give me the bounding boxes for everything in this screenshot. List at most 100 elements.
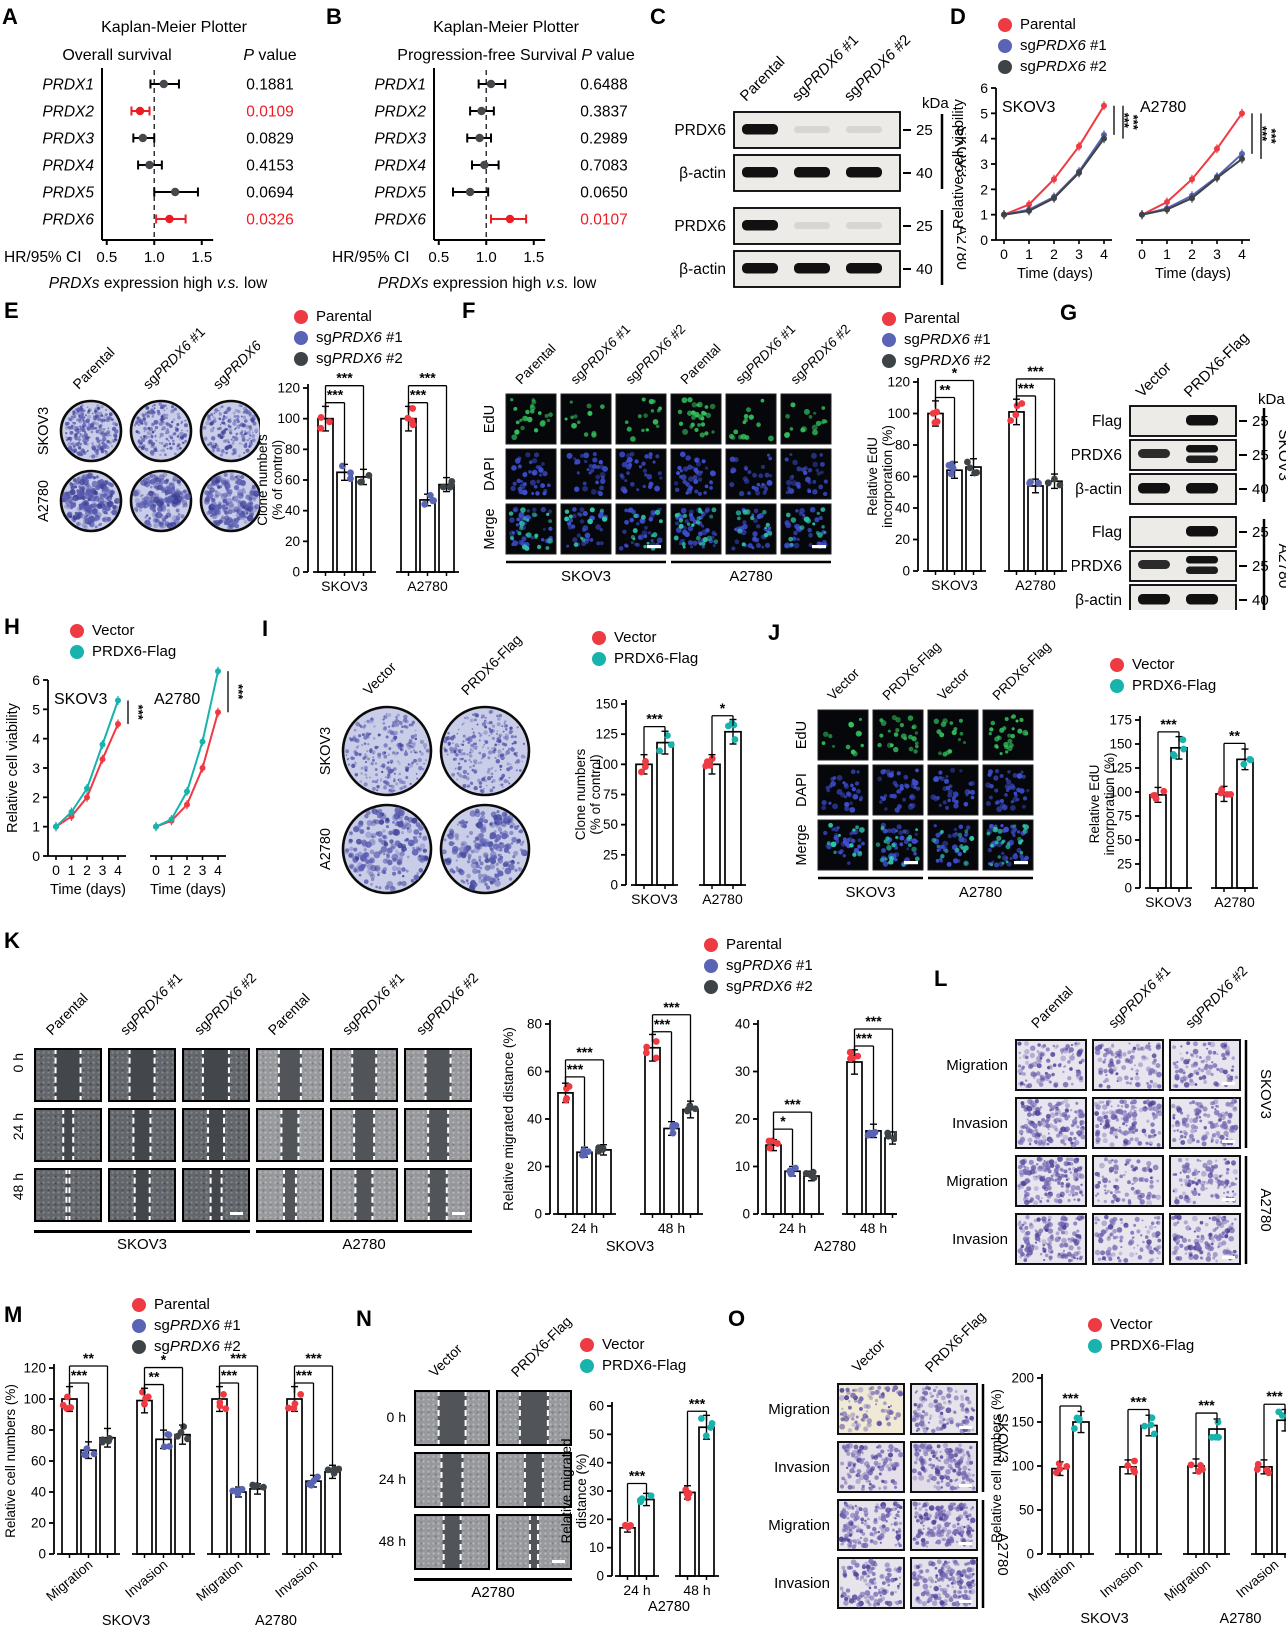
svg-text:***: *** bbox=[646, 711, 663, 727]
svg-text:Time (days): Time (days) bbox=[1155, 266, 1231, 282]
panel-j-label: J bbox=[768, 620, 781, 645]
panel-h: H Vector PRDX6-Flag 0 1 2 3 4 5 6 Relative cell … bbox=[4, 614, 262, 926]
wound-gap bbox=[424, 1050, 452, 1100]
wound-gap bbox=[54, 1050, 82, 1100]
colony-formation-images-overexpression: Vector PRDX6-Flag SKOV3 A2780 bbox=[278, 614, 534, 929]
legend-label: PRDX6-Flag bbox=[602, 1357, 687, 1374]
svg-text:PRDX1: PRDX1 bbox=[42, 77, 94, 94]
legend-item: Parental bbox=[998, 16, 1107, 34]
svg-text:HR/95% CI: HR/95% CI bbox=[4, 249, 82, 266]
panel-c-label: C bbox=[650, 4, 666, 29]
svg-text:A2780: A2780 bbox=[154, 691, 200, 708]
svg-text:1: 1 bbox=[1025, 246, 1033, 262]
scratch-image bbox=[404, 1048, 472, 1102]
svg-text:SKOV3: SKOV3 bbox=[1275, 429, 1286, 481]
group-underline bbox=[34, 1230, 250, 1233]
svg-text:1: 1 bbox=[980, 207, 988, 223]
cell-numbers-bar-chart-knockout: 0 20 40 60 80 100 120 Relative cell numbers (%)… bbox=[3, 1340, 345, 1631]
legend-label: sgPRDX6 #1 bbox=[904, 331, 991, 348]
svg-text:150: 150 bbox=[595, 697, 618, 712]
svg-text:SKOV3: SKOV3 bbox=[561, 568, 611, 585]
svg-text:Flag: Flag bbox=[1092, 524, 1122, 541]
panel-m: M Parental sgPRDX6 #1 sgPRDX6 #2 0 20 40 60 80… bbox=[3, 1288, 345, 1631]
scratch-image bbox=[34, 1168, 102, 1222]
svg-text:(% of control): (% of control) bbox=[588, 754, 603, 834]
migrated-distance-bar-chart-skov3: 0 20 40 60 80 Relative migrated distance (%) 2… bbox=[501, 986, 707, 1261]
svg-text:0.1881: 0.1881 bbox=[246, 77, 293, 94]
chart-j-svg: 0 25 50 75 100 125 150 175 Relative EdU incorpora… bbox=[1087, 713, 1258, 910]
svg-text:50: 50 bbox=[1117, 833, 1132, 848]
svg-text:0: 0 bbox=[902, 564, 910, 579]
svg-text:β-actin: β-actin bbox=[679, 165, 726, 182]
svg-text:Clone numbers: Clone numbers bbox=[256, 434, 270, 526]
svg-text:***: *** bbox=[410, 387, 427, 403]
panel-i-label: I bbox=[262, 616, 269, 641]
svg-text:SKOV3: SKOV3 bbox=[318, 727, 334, 775]
svg-text:50: 50 bbox=[603, 817, 618, 832]
legend-e: Parental sgPRDX6 #1 sgPRDX6 #2 bbox=[294, 308, 403, 368]
scale-bar bbox=[452, 1212, 465, 1215]
blot-g-svg: Vector PRDX6-Flag kDa Flag 25 PRDX6 25 β-actin 4… bbox=[1070, 329, 1286, 616]
legend-i: Vector PRDX6-Flag bbox=[592, 629, 698, 668]
wound-gap bbox=[528, 1516, 540, 1568]
legend-item: Vector bbox=[70, 622, 176, 640]
scratch-image bbox=[182, 1048, 250, 1102]
svg-text:0.0694: 0.0694 bbox=[246, 185, 294, 202]
scratch-image bbox=[256, 1048, 324, 1102]
panel-e-label: E bbox=[4, 298, 19, 323]
legend-item: Parental bbox=[704, 936, 813, 954]
svg-text:A2780: A2780 bbox=[1275, 544, 1286, 589]
svg-text:PRDX4: PRDX4 bbox=[42, 158, 94, 175]
scratch-image bbox=[256, 1108, 324, 1162]
svg-text:***: *** bbox=[419, 370, 436, 386]
panel-a-label: A bbox=[2, 4, 18, 29]
svg-text:PRDX6-Flag: PRDX6-Flag bbox=[880, 639, 944, 703]
svg-text:1.5: 1.5 bbox=[191, 249, 212, 266]
svg-text:Kaplan-Meier Plotter: Kaplan-Meier Plotter bbox=[101, 19, 248, 36]
wound-gap bbox=[427, 1170, 449, 1220]
trans-o-svg: Vector PRDX6-FlagMigrationInvasionMigrati… bbox=[768, 1308, 1011, 1609]
legend-label: Vector bbox=[614, 629, 657, 646]
svg-text:Overall survival: Overall survival bbox=[62, 47, 171, 64]
legend-item: Vector bbox=[580, 1336, 686, 1354]
svg-text:2: 2 bbox=[183, 862, 191, 878]
migrated-distance-bar-chart-a2780: 0 10 20 30 40 24 h * *** 48 h *** *** A2780 bbox=[722, 986, 905, 1261]
svg-text:2: 2 bbox=[32, 789, 40, 805]
legend-label: Vector bbox=[602, 1336, 645, 1353]
svg-text:A2780: A2780 bbox=[814, 1239, 856, 1255]
panel-d: D Parental sgPRDX6 #1 sgPRDX6 #2 0 1 2 3 4 5 6 Re… bbox=[950, 4, 1286, 296]
legend-label: Parental bbox=[154, 1296, 210, 1313]
svg-text:0.0109: 0.0109 bbox=[246, 104, 293, 121]
svg-text:10: 10 bbox=[735, 1159, 750, 1174]
svg-text:0: 0 bbox=[1124, 881, 1132, 896]
svg-text:kDa: kDa bbox=[1258, 391, 1285, 408]
teal-legend-dot bbox=[1088, 1339, 1102, 1353]
plates-i-svg: Vector PRDX6-Flag SKOV3 A2780 bbox=[318, 631, 531, 895]
wound-gap bbox=[133, 1170, 151, 1220]
svg-text:PRDXs expression high v.s. low: PRDXs expression high v.s. low bbox=[49, 275, 268, 292]
svg-text:2: 2 bbox=[1188, 246, 1196, 262]
panel-d-label: D bbox=[950, 4, 966, 29]
svg-text:3: 3 bbox=[1213, 246, 1221, 262]
column-header: sgPRDX6 #2 bbox=[413, 969, 482, 1038]
wound-gap bbox=[442, 1516, 462, 1568]
legend-item: PRDX6-Flag bbox=[1110, 677, 1216, 695]
svg-text:***: *** bbox=[1264, 129, 1279, 145]
svg-text:0: 0 bbox=[742, 1207, 750, 1222]
colony-formation-images-knockout: Parental sgPRDX6 #1 sgPRDX6 #2 SKOV3 A2780 bbox=[4, 304, 278, 614]
svg-text:A2780: A2780 bbox=[953, 225, 966, 270]
svg-text:40: 40 bbox=[916, 261, 933, 278]
row-label: 0 h bbox=[386, 1409, 406, 1425]
edu-micrographs-knockout: Parental sgPRDX6 #1 sgPRDX6 #2 Parental sgPR… bbox=[470, 298, 870, 613]
forest-b-svg: Kaplan-Meier Plotter Progression-free Sur… bbox=[332, 19, 635, 292]
svg-text:PRDX6-Flag: PRDX6-Flag bbox=[990, 639, 1054, 703]
legend-f: Parental sgPRDX6 #1 sgPRDX6 #2 bbox=[882, 310, 991, 370]
svg-text:kDa: kDa bbox=[922, 95, 949, 112]
svg-text:SKOV3: SKOV3 bbox=[1002, 99, 1055, 116]
svg-text:PRDX6: PRDX6 bbox=[374, 212, 426, 229]
